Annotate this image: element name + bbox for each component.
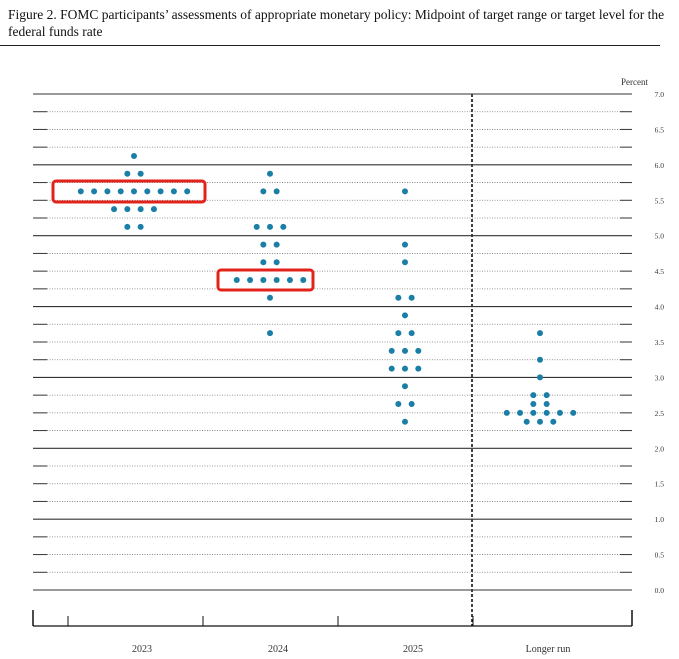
dot: [402, 312, 408, 319]
dot: [402, 188, 408, 195]
x-tick-label: 2024: [268, 644, 288, 655]
dot: [388, 365, 395, 372]
dot: [543, 409, 550, 416]
dot: [402, 383, 408, 390]
y-tick-label: 3.5: [655, 338, 665, 347]
chart-title: Figure 2. FOMC participants’ assessments…: [8, 7, 665, 39]
dot: [104, 188, 111, 195]
dot: [260, 277, 267, 283]
dot: [395, 294, 402, 301]
dot: [124, 223, 131, 230]
dot: [402, 347, 408, 354]
dot: [137, 170, 144, 177]
dot: [408, 330, 415, 337]
dot: [131, 153, 137, 159]
dot: [247, 277, 254, 283]
dot: [537, 374, 543, 381]
dot: [253, 223, 260, 230]
marks: [77, 153, 577, 425]
dot: [273, 188, 280, 195]
title-rule: [0, 45, 660, 46]
dot: [131, 188, 137, 195]
dot: [543, 401, 550, 407]
dot: [184, 188, 191, 195]
y-axis-label: Percent: [621, 77, 648, 87]
highlight-box: [51, 179, 207, 204]
dot: [260, 188, 267, 195]
y-tick-label: 4.0: [655, 303, 665, 312]
dot: [395, 330, 402, 337]
dot: [530, 392, 537, 399]
y-tick-label: 7.0: [655, 90, 665, 99]
dot: [395, 401, 402, 407]
dot: [91, 188, 98, 195]
y-tick-label: 2.5: [655, 409, 665, 418]
dot: [503, 409, 510, 416]
dot: [570, 409, 577, 416]
dot: [388, 347, 395, 354]
dot: [523, 418, 530, 425]
dot: [402, 259, 408, 266]
dot: [530, 409, 537, 416]
highlight-box: [216, 268, 315, 292]
y-tick-label: 1.5: [655, 480, 665, 489]
dot: [556, 409, 563, 416]
dot: [537, 330, 543, 337]
dot: [137, 206, 144, 213]
dot: [415, 347, 422, 354]
y-tick-label: 0.0: [655, 586, 665, 595]
y-tick-label: 6.5: [655, 125, 665, 134]
dot: [273, 241, 280, 248]
x-tick-label: Longer run: [526, 644, 571, 655]
dot: [530, 401, 537, 407]
dot: [402, 365, 408, 372]
dot: [273, 259, 280, 266]
y-tick-label: 2.0: [655, 444, 665, 453]
y-tick-label: 6.0: [655, 161, 665, 170]
dot: [124, 170, 131, 177]
dot: [137, 223, 144, 230]
dot: [402, 418, 408, 425]
x-tick-label: 2023: [132, 644, 152, 655]
dot: [286, 277, 293, 283]
dot: [267, 330, 273, 337]
dot: [157, 188, 164, 195]
dot: [408, 401, 415, 407]
y-tick-label: 5.5: [655, 196, 665, 205]
dot: [550, 418, 557, 425]
dot: [273, 277, 280, 283]
dot: [111, 206, 118, 213]
y-tick-label: 3.0: [655, 373, 665, 382]
dot: [267, 294, 273, 301]
dot: [233, 277, 240, 283]
dot: [260, 241, 267, 248]
dot: [517, 409, 524, 416]
dot: [150, 206, 157, 213]
dot: [77, 188, 84, 195]
dot: [117, 188, 124, 195]
dot: [408, 294, 415, 301]
dot: [402, 241, 408, 248]
dot: [267, 170, 273, 177]
y-tick-label: 0.5: [655, 551, 665, 560]
dot: [300, 277, 307, 283]
dot: [260, 259, 267, 266]
dot: [124, 206, 131, 213]
dot: [415, 365, 422, 372]
dot: [267, 223, 273, 230]
dot: [537, 356, 543, 363]
dot: [537, 418, 543, 425]
dot: [144, 188, 151, 195]
y-tick-label: 4.5: [655, 267, 665, 276]
dot: [170, 188, 177, 195]
y-tick-label: 1.0: [655, 515, 665, 524]
dot: [543, 392, 550, 399]
x-tick-label: 2025: [403, 644, 423, 655]
y-tick-label: 5.0: [655, 232, 665, 241]
dot: [280, 223, 287, 230]
